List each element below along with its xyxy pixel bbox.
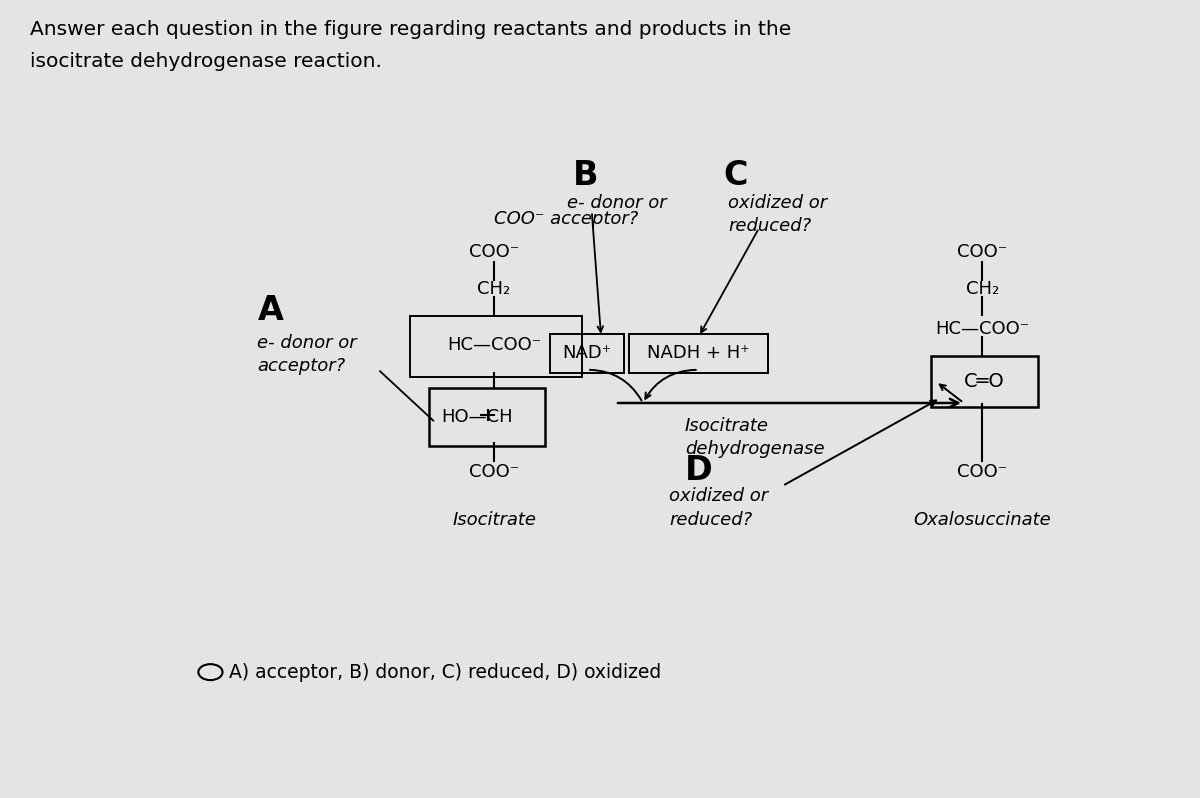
Text: A) acceptor, B) donor, C) reduced, D) oxidized: A) acceptor, B) donor, C) reduced, D) ox… — [229, 662, 661, 681]
Text: e- donor or: e- donor or — [257, 334, 356, 352]
Text: COO⁻: COO⁻ — [469, 243, 520, 262]
Text: C═O: C═O — [965, 372, 1006, 391]
Text: D: D — [685, 454, 713, 487]
Text: CH₂: CH₂ — [478, 280, 511, 298]
Text: dehydrogenase: dehydrogenase — [685, 440, 824, 458]
Text: COO⁻: COO⁻ — [469, 463, 520, 481]
Text: HO—CH: HO—CH — [442, 408, 514, 425]
Text: C: C — [724, 159, 748, 192]
Text: Answer each question in the figure regarding reactants and products in the: Answer each question in the figure regar… — [30, 20, 791, 39]
Text: CH₂: CH₂ — [966, 280, 998, 298]
Text: oxidized or: oxidized or — [728, 194, 828, 212]
Text: COO⁻: COO⁻ — [958, 463, 1008, 481]
Text: Isocitrate: Isocitrate — [685, 417, 769, 436]
Text: COO⁻: COO⁻ — [958, 243, 1008, 262]
Text: HC—COO⁻: HC—COO⁻ — [446, 336, 541, 354]
Text: e- donor or: e- donor or — [566, 194, 666, 212]
Text: B: B — [572, 159, 598, 192]
Text: NAD⁺: NAD⁺ — [563, 344, 612, 362]
Text: reduced?: reduced? — [728, 217, 811, 235]
Text: oxidized or: oxidized or — [668, 488, 768, 505]
Text: isocitrate dehydrogenase reaction.: isocitrate dehydrogenase reaction. — [30, 52, 382, 71]
Text: acceptor?: acceptor? — [257, 358, 346, 375]
Text: Oxalosuccinate: Oxalosuccinate — [913, 511, 1051, 529]
Text: COO⁻ acceptor?: COO⁻ acceptor? — [494, 210, 638, 227]
Text: Isocitrate: Isocitrate — [452, 511, 536, 529]
Text: HC—COO⁻: HC—COO⁻ — [935, 320, 1030, 338]
Text: reduced?: reduced? — [668, 511, 752, 529]
Text: A: A — [258, 294, 284, 327]
Text: NADH + H⁺: NADH + H⁺ — [647, 344, 750, 362]
